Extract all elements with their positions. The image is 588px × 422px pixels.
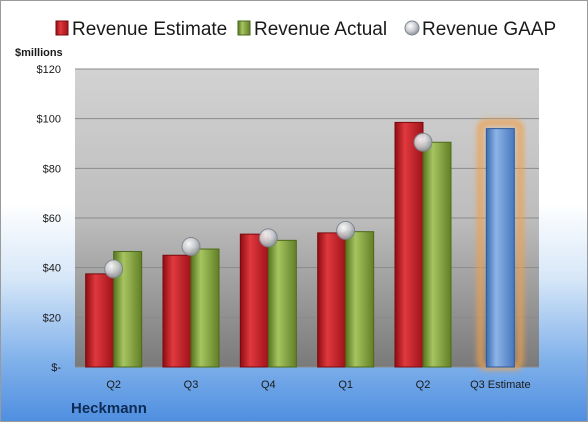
y-tick-label: $80	[43, 163, 61, 175]
x-tick-label: Q2	[106, 379, 121, 391]
company-name: Heckmann	[71, 400, 147, 417]
bar-revenue-actual	[422, 141, 452, 368]
marker-revenue-gaap	[181, 237, 201, 257]
legend-label: Revenue Actual	[254, 19, 387, 40]
y-tick-label: $40	[43, 263, 61, 275]
bar-revenue-actual	[267, 239, 297, 368]
legend-label: Revenue GAAP	[422, 19, 556, 40]
y-tick-label: $120	[37, 64, 61, 76]
x-tick-label: Q2	[416, 379, 431, 391]
bars	[85, 119, 524, 370]
x-axis-ticks: Q2 Q3 Q4 Q1 Q2 Q3 Estimate	[106, 379, 530, 391]
y-tick-label: $-	[51, 362, 61, 374]
y-tick-label: $100	[37, 114, 61, 126]
gaap-markers	[104, 132, 433, 279]
bar-revenue-estimate	[394, 121, 424, 368]
bar-revenue-estimate	[239, 233, 269, 368]
x-tick-label: Q4	[261, 379, 276, 391]
legend-swatch	[404, 20, 420, 36]
bar-revenue-actual	[345, 231, 375, 368]
chart-legend: Revenue Estimate Revenue Actual Revenue GA…	[55, 19, 556, 40]
marker-revenue-gaap	[336, 220, 356, 240]
y-axis-unit-label: $millions	[15, 47, 63, 59]
bar-q3-estimate	[485, 128, 515, 368]
gridlines	[75, 68, 539, 368]
legend-label: Revenue Estimate	[72, 19, 227, 40]
y-axis-ticks: $- $20 $40 $60 $80 $100 $120	[37, 64, 62, 374]
legend-swatch	[55, 20, 69, 36]
y-tick-label: $20	[43, 312, 61, 324]
bar-revenue-estimate	[162, 254, 192, 368]
x-tick-label: Q1	[338, 379, 353, 391]
x-tick-label: Q3	[184, 379, 199, 391]
marker-revenue-gaap	[104, 259, 124, 279]
legend-swatch	[237, 20, 251, 36]
marker-revenue-gaap	[258, 228, 278, 248]
marker-revenue-gaap	[413, 132, 433, 152]
bar-revenue-estimate	[317, 232, 347, 368]
y-tick-label: $60	[43, 213, 61, 225]
bar-revenue-estimate	[85, 273, 115, 368]
bar-revenue-actual	[190, 248, 220, 368]
x-tick-label: Q3 Estimate	[470, 379, 531, 391]
